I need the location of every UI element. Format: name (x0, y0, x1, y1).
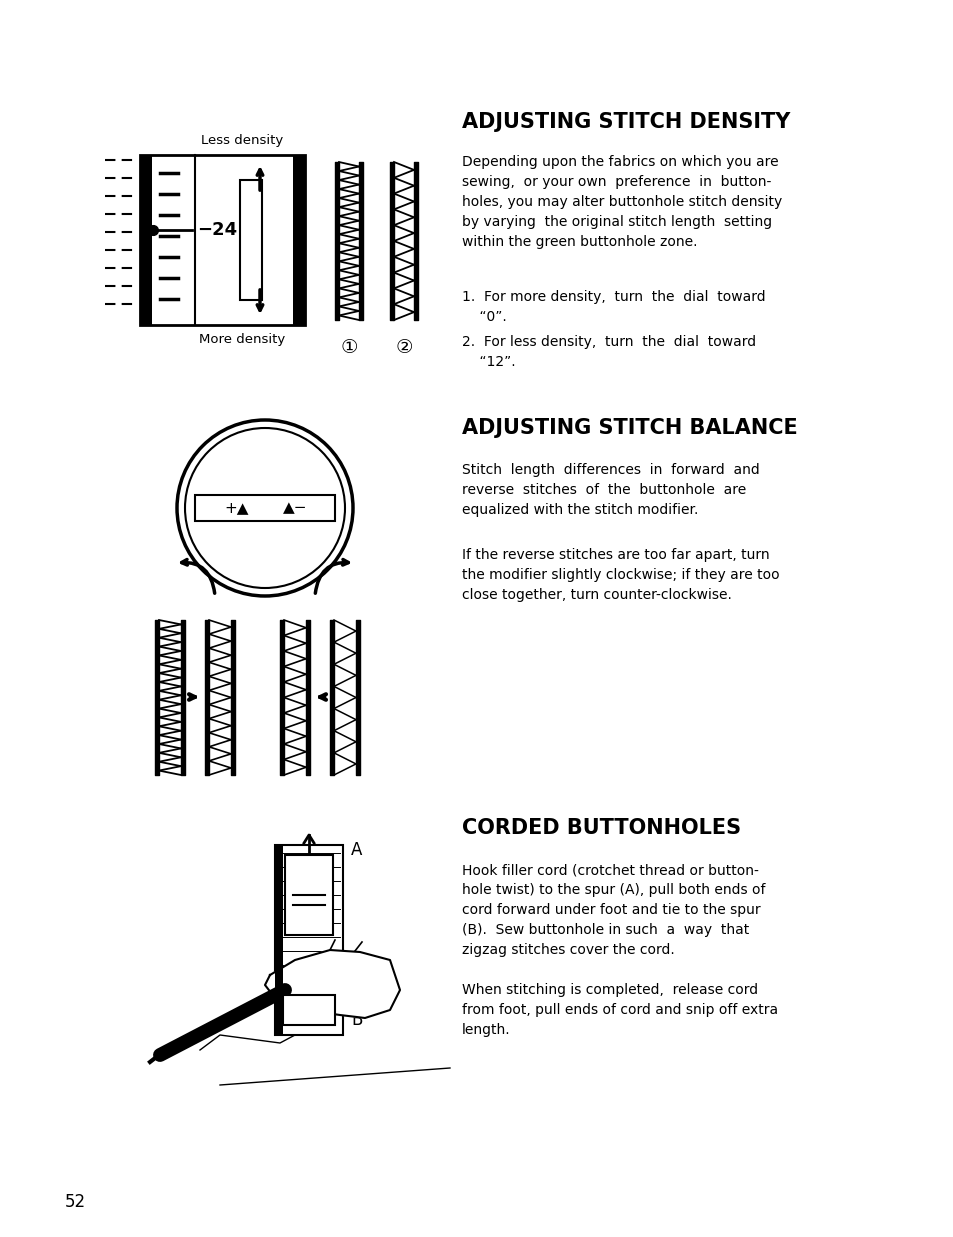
Text: A: A (351, 841, 362, 858)
Text: ADJUSTING STITCH DENSITY: ADJUSTING STITCH DENSITY (461, 113, 789, 132)
Bar (274, 845, 343, 1035)
Text: When stitching is completed,  release cord
from foot, pull ends of cord and snip: When stitching is completed, release cor… (461, 983, 778, 1037)
Text: ADJUSTING STITCH BALANCE: ADJUSTING STITCH BALANCE (461, 418, 797, 438)
Bar (140, 155, 152, 325)
Text: Stitch  length  differences  in  forward  and
reverse  stitches  of  the  button: Stitch length differences in forward and… (461, 463, 759, 517)
Text: CORDED BUTTONHOLES: CORDED BUTTONHOLES (461, 818, 740, 837)
Bar (293, 155, 305, 325)
Text: 2.  For less density,  turn  the  dial  toward
    “12”.: 2. For less density, turn the dial towar… (461, 335, 756, 369)
Text: B: B (351, 1011, 362, 1029)
Bar (240, 181, 262, 301)
Text: ②: ② (395, 338, 413, 357)
Text: Less density: Less density (201, 134, 283, 147)
Text: −24: −24 (196, 221, 237, 239)
Text: Hook filler cord (crotchet thread or button-
hole twist) to the spur (A), pull b: Hook filler cord (crotchet thread or but… (461, 863, 764, 957)
Text: 52: 52 (65, 1192, 86, 1211)
Polygon shape (265, 950, 399, 1018)
Bar (140, 155, 305, 325)
Text: 1.  For more density,  turn  the  dial  toward
    “0”.: 1. For more density, turn the dial towar… (461, 289, 765, 324)
Text: More density: More density (198, 333, 285, 346)
Text: ①: ① (340, 338, 357, 357)
Text: If the reverse stitches are too far apart, turn
the modifier slightly clockwise;: If the reverse stitches are too far apar… (461, 548, 779, 602)
Bar (274, 845, 283, 1035)
Circle shape (177, 421, 353, 596)
Circle shape (185, 428, 345, 588)
Text: Depending upon the fabrics on which you are
sewing,  or your own  preference  in: Depending upon the fabrics on which you … (461, 155, 781, 249)
Bar (285, 855, 333, 935)
Bar (194, 495, 335, 521)
Bar (283, 995, 335, 1025)
Text: ▲−: ▲− (282, 501, 307, 516)
Text: +▲: +▲ (225, 501, 249, 516)
